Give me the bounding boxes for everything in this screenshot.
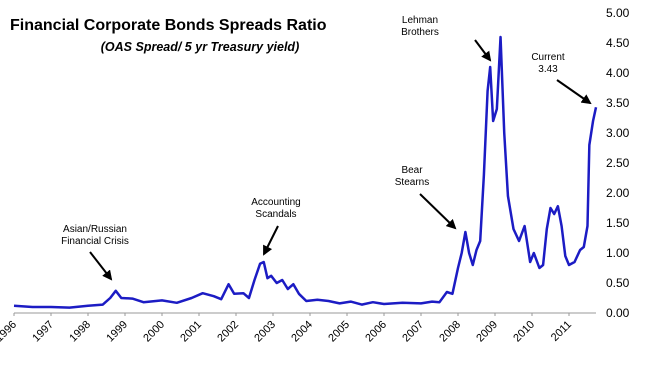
x-tick-label: 2006 <box>363 319 389 345</box>
y-tick-label: 2.50 <box>606 156 630 170</box>
y-tick-label: 1.50 <box>606 216 630 230</box>
y-tick-label: 1.00 <box>606 246 630 260</box>
x-tick-label: 2002 <box>215 319 241 345</box>
annotation: Stearns <box>395 177 429 188</box>
x-tick-label: 1999 <box>104 319 130 345</box>
annotation: Current <box>531 52 565 63</box>
y-tick-label: 4.50 <box>606 36 630 50</box>
x-tick-label: 2003 <box>252 319 278 345</box>
annotation: Brothers <box>401 27 439 38</box>
x-tick-label: 2004 <box>289 319 315 345</box>
chart-subtitle: (OAS Spread/ 5 yr Treasury yield) <box>101 40 299 54</box>
arrow <box>419 193 457 230</box>
annotation: Scandals <box>255 209 296 220</box>
x-tick-label: 2010 <box>511 319 537 345</box>
arrow <box>556 79 592 105</box>
annotation: 3.43 <box>538 64 558 75</box>
y-tick-label: 2.00 <box>606 186 630 200</box>
annotation: Asian/Russian <box>63 224 127 235</box>
annotation: Financial Crisis <box>61 236 129 247</box>
arrow <box>89 251 113 281</box>
annotation: Bear <box>401 165 423 176</box>
x-tick-label: 2005 <box>326 319 352 345</box>
x-tick-label: 2007 <box>400 319 426 345</box>
x-tick-label: 2001 <box>178 319 204 345</box>
y-tick-label: 0.50 <box>606 276 630 290</box>
x-tick-label: 1997 <box>30 319 56 345</box>
y-tick-label: 4.00 <box>606 66 630 80</box>
y-tick-label: 3.00 <box>606 126 630 140</box>
data-line <box>13 35 598 309</box>
arrow <box>474 39 492 62</box>
annotation: Lehman <box>402 15 438 26</box>
x-tick-label: 2011 <box>549 319 574 344</box>
arrow <box>263 225 279 256</box>
y-tick-label: 5.00 <box>606 6 630 20</box>
annotations: Asian/Russian Financial Crisis Accountin… <box>61 15 592 281</box>
y-tick-label: 0.00 <box>606 306 630 320</box>
x-tick-label: 1996 <box>0 319 19 345</box>
annotation: Accounting <box>251 197 300 208</box>
y-tick-label: 3.50 <box>606 96 630 110</box>
x-tick-label: 2000 <box>141 319 167 345</box>
x-tick-label: 2009 <box>474 319 500 345</box>
x-tick-label: 2008 <box>437 319 463 345</box>
chart-title: Financial Corporate Bonds Spreads Ratio <box>10 17 327 34</box>
x-tick-label: 1998 <box>67 319 93 345</box>
